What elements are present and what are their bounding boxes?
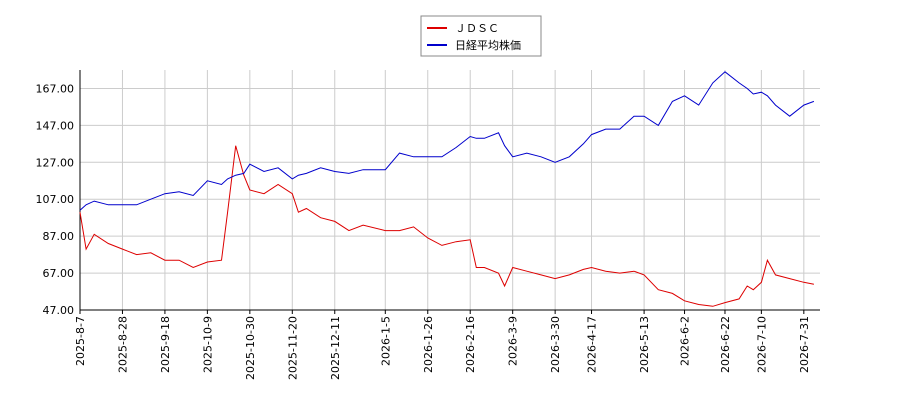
y-tick-label: 67.00 [43,267,75,280]
plot-area [80,70,820,310]
x-tick-label: 2025-11-20 [286,316,299,380]
x-tick-label: 2026-5-13 [638,316,651,373]
y-tick-label: 87.00 [43,230,75,243]
x-tick-label: 2026-7-31 [798,316,811,373]
x-tick-label: 2026-3-9 [507,316,520,366]
y-tick-label: 167.00 [36,82,75,95]
x-tick-label: 2026-7-10 [755,316,768,373]
x-tick-label: 2025-9-18 [159,316,172,373]
legend-label: 日経平均株価 [455,38,521,52]
series-line [79,71,815,211]
x-tick-label: 2026-1-26 [422,316,435,373]
y-tick-label: 107.00 [36,193,75,206]
x-tick-label: 2025-12-11 [329,316,342,380]
legend: ＪＤＳＣ 日経平均株価 [420,15,542,57]
series-line [79,145,814,307]
x-tick-label: 2025-10-30 [244,316,257,380]
x-tick-label: 2025-10-9 [201,316,214,373]
y-tick-label: 127.00 [36,156,75,169]
x-tick-label: 2025-8-7 [74,316,87,366]
legend-label: ＪＤＳＣ [455,22,499,35]
x-tick-label: 2026-2-16 [464,316,477,373]
y-tick-label: 147.00 [36,119,75,132]
x-tick-label: 2026-6-2 [679,316,692,366]
legend-box [420,15,542,57]
y-tick-label: 47.00 [43,304,75,317]
x-tick-label: 2026-3-30 [549,316,562,373]
x-tick-label: 2026-6-22 [719,316,732,373]
x-tick-label: 2026-1-5 [379,316,392,366]
x-tick-label: 2026-4-17 [586,316,599,373]
x-tick-label: 2025-8-28 [116,316,129,373]
